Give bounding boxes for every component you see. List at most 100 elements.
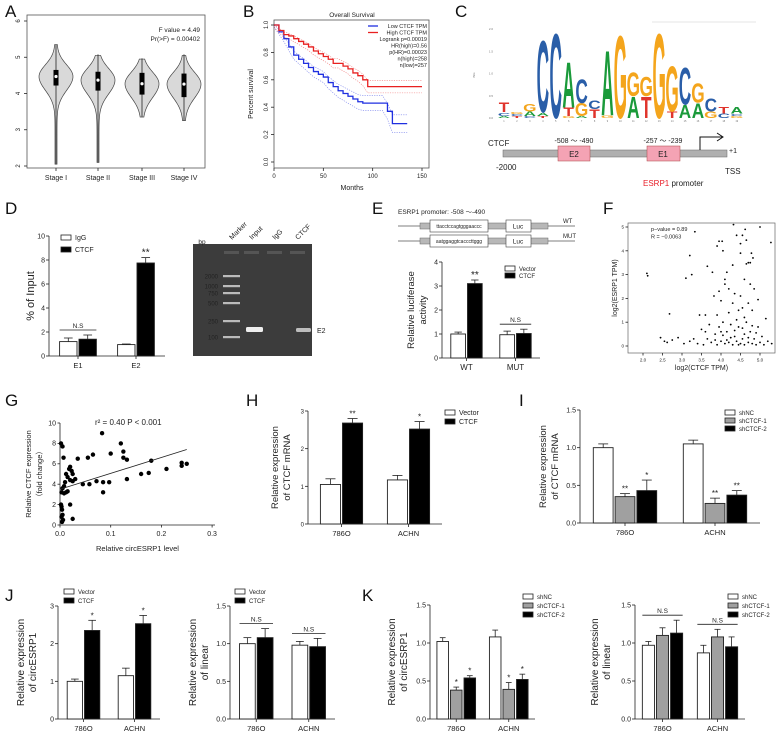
x-tick-label: 0.3: [207, 531, 217, 538]
x-tick-label: ACHN: [707, 724, 728, 733]
legend-label: shCTCF-1: [739, 419, 767, 425]
position-label: 10: [619, 120, 622, 123]
data-point: [646, 272, 648, 275]
legend-swatch: [504, 272, 516, 279]
bar: [78, 338, 97, 357]
data-point: [737, 343, 740, 346]
position-label: 5: [555, 120, 557, 123]
stat-annotation: HR(high)=0.56: [391, 44, 427, 50]
y-tick-label: 3: [621, 272, 624, 277]
bar: [463, 677, 477, 720]
logo-letter: G: [523, 102, 536, 114]
y-tick-label: 0: [50, 717, 54, 724]
logo-letter: G: [704, 109, 717, 120]
data-point: [106, 479, 112, 485]
y-tick-label: 4: [52, 482, 56, 489]
data-point: [65, 474, 70, 480]
position-label: 18: [722, 120, 725, 123]
data-point: [94, 478, 99, 484]
x-tick-label: Stage I: [45, 175, 67, 182]
data-point: [138, 471, 144, 477]
data-point: [70, 516, 75, 522]
data-point: [752, 257, 754, 259]
y-tick-label: 1.0: [621, 641, 631, 648]
y-axis-label: Relative expression: [387, 618, 398, 705]
logo-letter: G: [652, 10, 665, 144]
data-point: [749, 283, 752, 286]
y-tick-label: 2: [50, 641, 54, 648]
logo-letter: T: [499, 101, 510, 116]
bar: [450, 333, 466, 359]
lane-label: IgG: [271, 228, 284, 241]
data-point: [685, 277, 687, 280]
data-point: [727, 311, 730, 314]
data-point: [761, 335, 763, 338]
data-point: [80, 482, 86, 487]
legend-label: Vector: [459, 410, 480, 417]
y-axis-label: Relative expression: [538, 425, 549, 508]
y-tick-label: 1: [621, 320, 624, 325]
legend-swatch: [63, 597, 75, 604]
y-tick-label: 10: [48, 420, 56, 427]
tss-label: TSS: [725, 167, 741, 176]
bar: [135, 623, 152, 720]
bar: [117, 675, 134, 720]
data-point: [722, 334, 724, 337]
y-tick-label: 0.5: [416, 679, 426, 686]
position-label: 3: [529, 120, 531, 123]
promoter-sequence-box: [429, 219, 489, 233]
panel-label: B: [243, 2, 254, 21]
data-point: [747, 302, 750, 305]
panel-label: D: [5, 199, 17, 218]
legend-label: CTCF: [519, 274, 535, 280]
luc-label: Luc: [513, 239, 524, 246]
significance-mark: *: [468, 667, 471, 676]
legend-label: shNC: [739, 411, 755, 417]
data-point: [184, 461, 189, 466]
y-tick-label: 2: [434, 308, 438, 315]
gel-well: [267, 251, 282, 254]
legend-swatch: [727, 602, 739, 609]
legend-label: shNC: [742, 595, 758, 601]
x-tick-label: 4.0: [718, 358, 725, 363]
survival-curve: [274, 24, 422, 88]
bar: [726, 494, 748, 524]
confidence-band: [273, 26, 422, 94]
y-tick-label: 0.0: [621, 717, 631, 724]
plus1-label: +1: [729, 148, 737, 155]
bar: [436, 641, 449, 720]
data-point: [85, 455, 91, 460]
y-tick-label: 1.5: [566, 408, 576, 415]
confidence-band: [273, 24, 422, 81]
confidence-band: [273, 24, 408, 116]
y-axis-label: Relative luciferase: [406, 271, 417, 349]
y-tick-label: 0: [434, 356, 438, 363]
y-tick-label: 0.2: [264, 130, 270, 139]
bar: [386, 479, 408, 525]
y-axis-label: Bits: [472, 72, 476, 78]
x-tick-label: 786O: [74, 724, 93, 733]
data-point: [737, 309, 740, 312]
data-point: [721, 240, 724, 243]
logo-letter: A: [524, 110, 536, 117]
data-point: [62, 479, 68, 485]
legend-label: shCTCF-1: [537, 604, 565, 610]
data-point: [753, 287, 756, 290]
promoter-word: promoter: [669, 179, 704, 188]
data-point: [755, 332, 757, 334]
e2-range: -508 ～ -490: [555, 138, 594, 145]
e1-range: -257 ～ -239: [644, 138, 683, 145]
data-point: [75, 456, 80, 461]
data-point: [60, 444, 65, 449]
position-label: 9: [607, 120, 609, 123]
legend-swatch: [234, 588, 246, 595]
bar: [725, 646, 739, 720]
data-point: [729, 336, 732, 339]
panel-label: E: [372, 199, 383, 218]
logo-letter: G: [614, 12, 627, 144]
legend-label: CTCF: [75, 247, 94, 254]
panel-label: K: [362, 586, 374, 605]
x-tick-label: Stage II: [86, 175, 110, 182]
y-tick-label: 1.0: [416, 641, 426, 648]
y-tick-label: 5: [16, 55, 22, 59]
